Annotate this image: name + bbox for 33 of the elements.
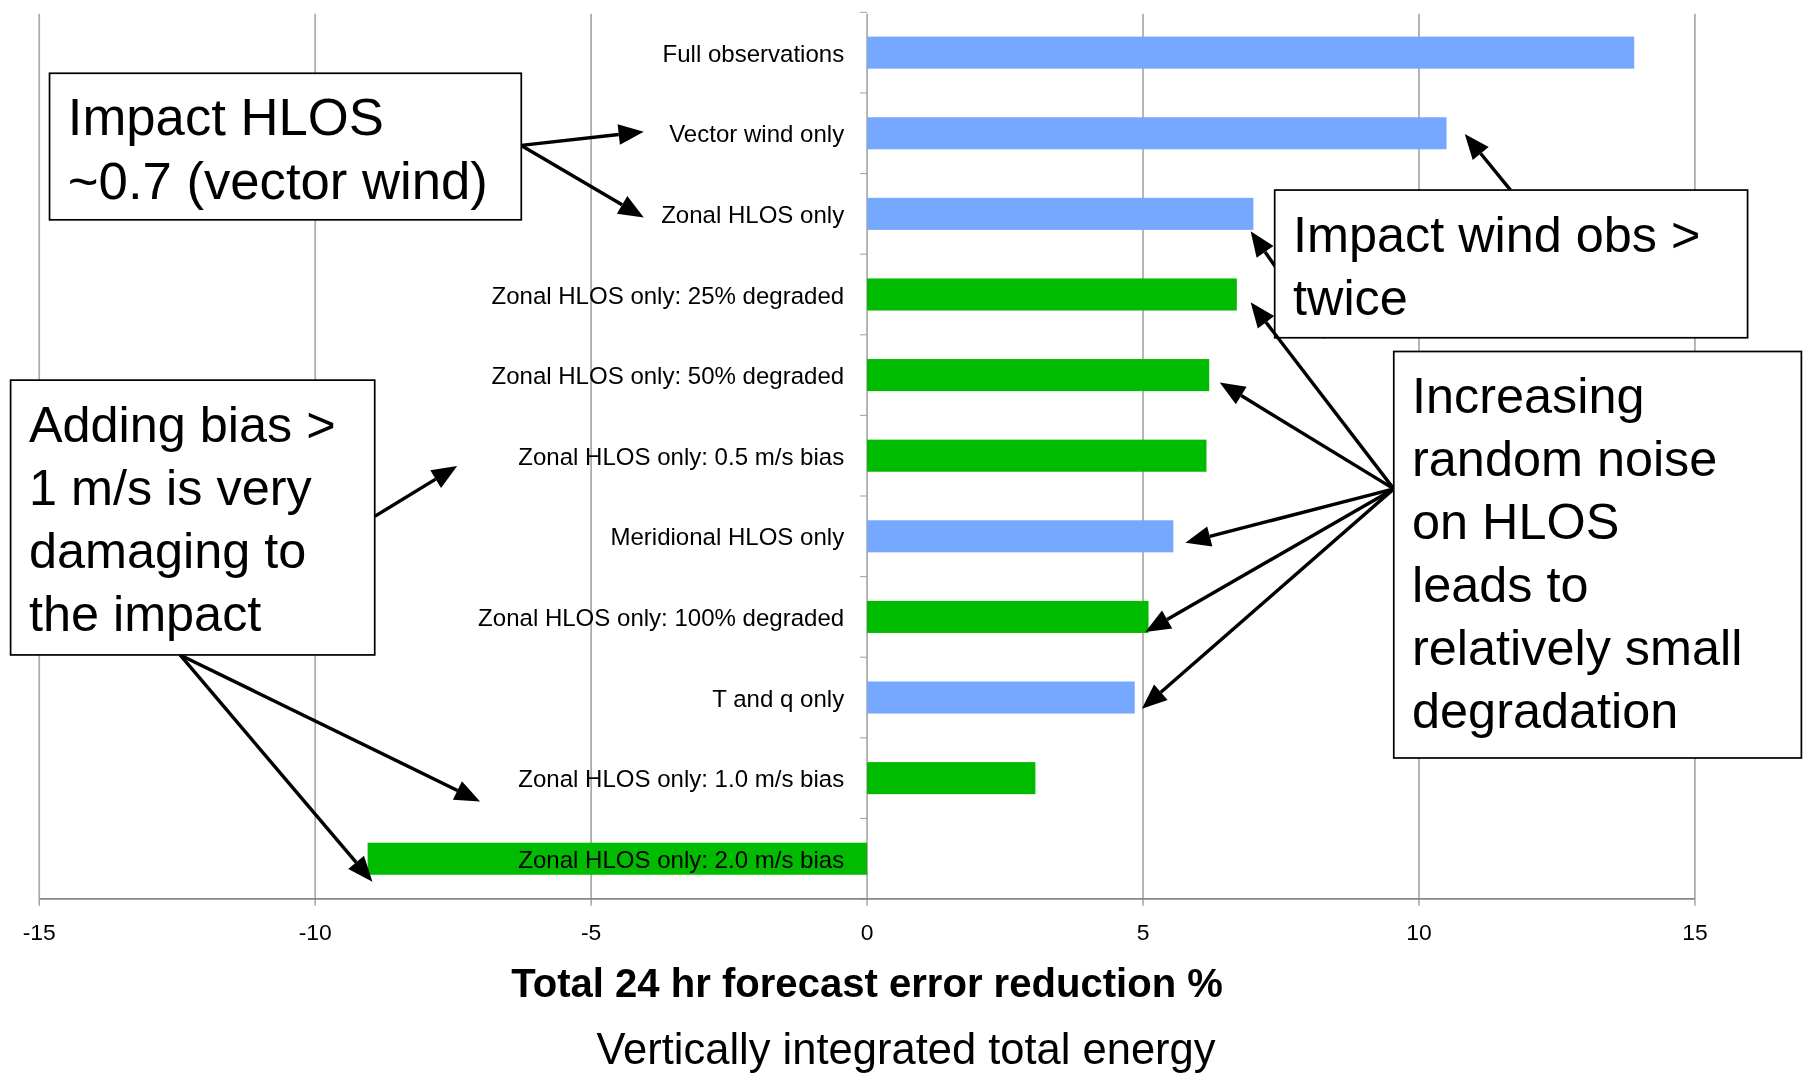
x-tick-label: -5 <box>580 919 602 946</box>
y-tick-label: Zonal HLOS only: 2.0 m/s bias <box>518 845 845 873</box>
annotation: Increasing random noise on HLOS leads to relatively small degradation <box>1412 367 1743 740</box>
bar <box>867 36 1635 69</box>
x-tick-label: 0 <box>860 919 874 946</box>
x-tick-label: 15 <box>1682 919 1708 946</box>
annotation: Adding bias > 1 m/s is very damaging to the impact <box>28 395 336 642</box>
y-tick-label: Zonal HLOS only: 0.5 m/s bias <box>518 442 845 470</box>
bar <box>867 520 1174 553</box>
y-tick-label: Zonal HLOS only <box>661 201 845 229</box>
y-tick-label: Full observations <box>662 39 845 67</box>
y-tick-label: T and q only <box>712 684 845 712</box>
bar <box>867 278 1237 311</box>
y-tick-label: Vector wind only <box>669 120 845 148</box>
x-tick-label: 5 <box>1136 919 1150 946</box>
bar <box>867 439 1207 472</box>
x-axis-title: Total 24 hr forecast error reduction % <box>511 961 1223 1006</box>
bar <box>867 762 1036 795</box>
bar <box>867 681 1135 714</box>
annotation: Impact HLOS ~0.7 (vector wind) <box>67 87 488 211</box>
bar <box>867 117 1447 150</box>
y-tick-label: Zonal HLOS only: 25% degraded <box>491 281 845 309</box>
bar <box>867 197 1254 230</box>
y-tick-label: Zonal HLOS only: 1.0 m/s bias <box>518 765 845 793</box>
y-tick-label: Meridional HLOS only <box>610 523 845 551</box>
x-tick-label: -15 <box>22 919 56 946</box>
y-tick-label: Zonal HLOS only: 100% degraded <box>478 604 845 632</box>
x-tick-label: -10 <box>298 919 332 946</box>
y-tick-label: Zonal HLOS only: 50% degraded <box>491 362 845 390</box>
annotation: Impact wind obs > twice <box>1293 205 1701 326</box>
text: Vertically integrated total energy <box>596 1024 1216 1073</box>
bar <box>867 359 1210 392</box>
x-tick-label: 10 <box>1406 919 1432 946</box>
